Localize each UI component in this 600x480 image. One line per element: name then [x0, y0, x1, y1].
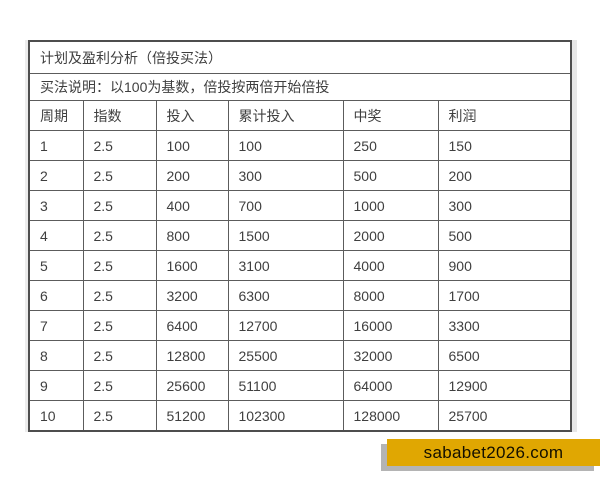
table-cell: 25600 [155, 370, 229, 401]
table-cell: 3100 [227, 250, 344, 281]
table-cell: 200 [155, 160, 229, 191]
table-cell: 3300 [437, 310, 572, 341]
table-row: 3 2.5 400 700 1000 300 [28, 190, 572, 221]
column-header: 投入 [155, 100, 229, 131]
table-cell: 2.5 [82, 400, 157, 432]
table-cell: 2000 [342, 220, 439, 251]
table-cell: 64000 [342, 370, 439, 401]
table-cell: 700 [227, 190, 344, 221]
table-cell: 12800 [155, 340, 229, 371]
table-cell: 6500 [437, 340, 572, 371]
table-cell: 1 [28, 130, 84, 161]
table-cell: 12700 [227, 310, 344, 341]
table-cell: 150 [437, 130, 572, 161]
column-header: 指数 [82, 100, 157, 131]
table-row: 6 2.5 3200 6300 8000 1700 [28, 280, 572, 311]
table-cell: 250 [342, 130, 439, 161]
table-cell: 6400 [155, 310, 229, 341]
table-cell: 128000 [342, 400, 439, 432]
table-cell: 8 [28, 340, 84, 371]
table-cell: 2.5 [82, 130, 157, 161]
table-cell: 2.5 [82, 340, 157, 371]
table-cell: 2.5 [82, 310, 157, 341]
table-cell: 2.5 [82, 220, 157, 251]
table-cell: 4000 [342, 250, 439, 281]
column-header: 累计投入 [227, 100, 344, 131]
table-cell: 300 [437, 190, 572, 221]
table-row: 9 2.5 25600 51100 64000 12900 [28, 370, 572, 401]
table-cell: 1700 [437, 280, 572, 311]
table-row: 1 2.5 100 100 250 150 [28, 130, 572, 161]
table-cell: 1000 [342, 190, 439, 221]
table-cell: 25700 [437, 400, 572, 432]
table-cell: 51100 [227, 370, 344, 401]
watermark-banner[interactable]: sababet2026.com [387, 439, 600, 466]
table-cell: 2.5 [82, 160, 157, 191]
table-cell: 3200 [155, 280, 229, 311]
table-cell: 5 [28, 250, 84, 281]
column-header: 周期 [28, 100, 84, 131]
table-cell: 2.5 [82, 280, 157, 311]
plan-table: 计划及盈利分析（倍投买法） 买法说明：以100为基数，倍投按两倍开始倍投 周期指… [28, 40, 573, 432]
table-cell: 51200 [155, 400, 229, 432]
table-description: 买法说明：以100为基数，倍投按两倍开始倍投 [28, 73, 572, 101]
table-row: 5 2.5 1600 3100 4000 900 [28, 250, 572, 281]
table-cell: 16000 [342, 310, 439, 341]
table-title-row: 计划及盈利分析（倍投买法） [28, 40, 572, 74]
watermark-text: sababet2026.com [423, 442, 564, 462]
table-cell: 1500 [227, 220, 344, 251]
table-cell: 100 [155, 130, 229, 161]
table-row: 10 2.5 51200 102300 128000 25700 [28, 400, 572, 432]
table-cell: 300 [227, 160, 344, 191]
table-cell: 32000 [342, 340, 439, 371]
table-cell: 102300 [227, 400, 344, 432]
column-header: 中奖 [342, 100, 439, 131]
table-cell: 2.5 [82, 190, 157, 221]
table-cell: 10 [28, 400, 84, 432]
table-cell: 900 [437, 250, 572, 281]
table-cell: 1600 [155, 250, 229, 281]
table-cell: 100 [227, 130, 344, 161]
table-row: 4 2.5 800 1500 2000 500 [28, 220, 572, 251]
table-cell: 25500 [227, 340, 344, 371]
table-cell: 2.5 [82, 250, 157, 281]
table-cell: 200 [437, 160, 572, 191]
column-header: 利润 [437, 100, 572, 131]
table-cell: 2 [28, 160, 84, 191]
table-cell: 500 [437, 220, 572, 251]
table-cell: 8000 [342, 280, 439, 311]
table-row: 7 2.5 6400 12700 16000 3300 [28, 310, 572, 341]
table-cell: 400 [155, 190, 229, 221]
table-cell: 4 [28, 220, 84, 251]
table-row: 8 2.5 12800 25500 32000 6500 [28, 340, 572, 371]
table-cell: 6 [28, 280, 84, 311]
table-cell: 12900 [437, 370, 572, 401]
table-cell: 7 [28, 310, 84, 341]
table-header-row: 周期 指数 投入 累计投入 中奖 利润 [28, 100, 572, 131]
table-cell: 6300 [227, 280, 344, 311]
table-cell: 3 [28, 190, 84, 221]
table-cell: 2.5 [82, 370, 157, 401]
table-cell: 9 [28, 370, 84, 401]
table-cell: 500 [342, 160, 439, 191]
table-title: 计划及盈利分析（倍投买法） [28, 40, 572, 74]
table-row: 2 2.5 200 300 500 200 [28, 160, 572, 191]
table-cell: 800 [155, 220, 229, 251]
table-body: 1 2.5 100 100 250 150 2 2.5 200 300 500 200 3 2.5 400 7… [28, 130, 572, 432]
table-description-row: 买法说明：以100为基数，倍投按两倍开始倍投 [28, 73, 572, 101]
